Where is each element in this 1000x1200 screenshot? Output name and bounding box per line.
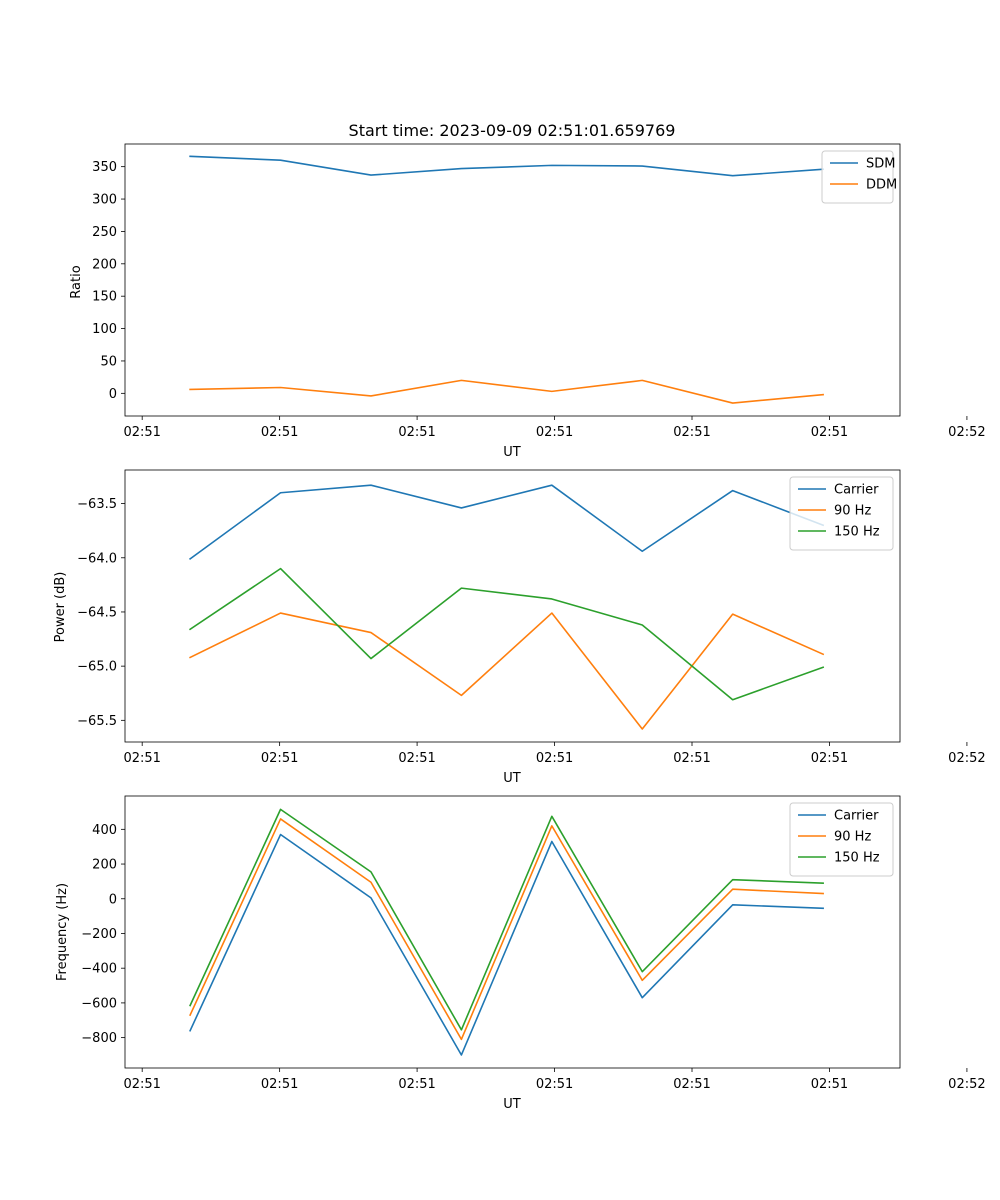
frequency-legend: Carrier 90 Hz 150 Hz	[789, 802, 894, 877]
frequency-x-tick-label: 02:51	[536, 1077, 573, 1092]
frequency-y-axis-label: Frequency (Hz)	[55, 883, 70, 981]
frequency-panel: UT Frequency (Hz) −800 −600 −400 −200 0 200 40…	[55, 795, 986, 1112]
power-x-tick-label: 02:51	[123, 751, 160, 766]
power-y-tick-label: −65.0	[77, 660, 117, 675]
ratio-x-tick-label: 02:51	[536, 425, 573, 440]
frequency-x-tick-label: 02:52	[948, 1077, 985, 1092]
frequency-x-tick-label: 02:51	[123, 1077, 160, 1092]
power-x-tick-label: 02:52	[948, 751, 985, 766]
ratio-y-tick-label: 150	[92, 290, 117, 305]
power-x-tick-label: 02:51	[811, 751, 848, 766]
power-x-tick-label: 02:51	[673, 751, 710, 766]
frequency-series-line-150-hz	[189, 808, 824, 1031]
ratio-legend-label: DDM	[866, 178, 897, 193]
ratio-x-tick-label: 02:51	[398, 425, 435, 440]
power-legend: Carrier 90 Hz 150 Hz	[789, 476, 894, 551]
ratio-y-tick-label: 350	[92, 160, 117, 175]
frequency-legend-label: 90 Hz	[834, 830, 871, 845]
power-y-axis-label: Power (dB)	[53, 572, 68, 643]
power-series-line-90-hz	[189, 612, 825, 730]
power-series-line-carrier	[188, 484, 825, 560]
power-panel: UT Power (dB) −65.5 −65.0 −64.5 −64.0 −63.5 0…	[53, 469, 986, 786]
ratio-y-tick-label: 200	[92, 257, 117, 272]
ratio-y-tick-label: 100	[92, 322, 117, 337]
frequency-series-line-carrier	[189, 833, 824, 1056]
power-y-tick-label: −64.0	[77, 551, 117, 566]
power-y-tick-label: −64.5	[77, 605, 117, 620]
power-legend-label: Carrier	[834, 483, 879, 498]
ratio-x-tick-label: 02:51	[261, 425, 298, 440]
ratio-legend-box	[821, 150, 894, 204]
frequency-y-tick-label: 400	[92, 823, 117, 838]
ratio-x-tick-label: 02:51	[673, 425, 710, 440]
power-legend-label: 150 Hz	[834, 525, 880, 540]
ratio-legend: SDM DDM	[821, 150, 897, 204]
ratio-x-tick-label: 02:51	[123, 425, 160, 440]
frequency-x-axis-label: UT	[503, 1097, 521, 1112]
frequency-x-tick-label: 02:51	[261, 1077, 298, 1092]
frequency-y-tick-label: −400	[81, 962, 117, 977]
frequency-legend-label: 150 Hz	[834, 851, 880, 866]
ratio-legend-label: SDM	[866, 157, 895, 172]
ratio-series-line-sdm	[189, 155, 824, 177]
ratio-y-tick-label: 50	[100, 354, 117, 369]
frequency-x-tick-label: 02:51	[673, 1077, 710, 1092]
frequency-plot-frame	[124, 795, 901, 1069]
power-plot-frame	[124, 469, 901, 743]
ratio-y-tick-label: 300	[92, 193, 117, 208]
ratio-series-line-ddm	[189, 379, 825, 404]
ratio-x-tick-label: 02:51	[811, 425, 848, 440]
ratio-plot-frame	[124, 143, 901, 417]
frequency-x-tick-label: 02:51	[398, 1077, 435, 1092]
power-x-tick-label: 02:51	[536, 751, 573, 766]
power-y-tick-label: −65.5	[77, 714, 117, 729]
power-legend-label: 90 Hz	[834, 504, 871, 519]
ratio-x-tick-label: 02:52	[948, 425, 985, 440]
ratio-y-tick-label: 250	[92, 225, 117, 240]
power-series-line-150-hz	[188, 567, 825, 701]
frequency-y-tick-label: −800	[81, 1031, 117, 1046]
ratio-y-axis-label: Ratio	[69, 265, 84, 298]
ratio-x-axis-label: UT	[503, 445, 521, 460]
power-x-tick-label: 02:51	[398, 751, 435, 766]
ratio-y-tick-label: 0	[109, 387, 117, 402]
frequency-legend-label: Carrier	[834, 809, 879, 824]
power-x-axis-label: UT	[503, 771, 521, 786]
frequency-x-tick-label: 02:51	[811, 1077, 848, 1092]
power-x-tick-label: 02:51	[261, 751, 298, 766]
frequency-series-line-90-hz	[189, 818, 824, 1041]
frequency-y-tick-label: 0	[109, 892, 117, 907]
ratio-panel: Start time: 2023-09-09 02:51:01.659769 U…	[69, 121, 986, 460]
power-y-tick-label: −63.5	[77, 497, 117, 512]
frequency-y-tick-label: −200	[81, 927, 117, 942]
frequency-y-tick-label: 200	[92, 858, 117, 873]
chart-title: Start time: 2023-09-09 02:51:01.659769	[349, 121, 676, 140]
frequency-y-tick-label: −600	[81, 996, 117, 1011]
